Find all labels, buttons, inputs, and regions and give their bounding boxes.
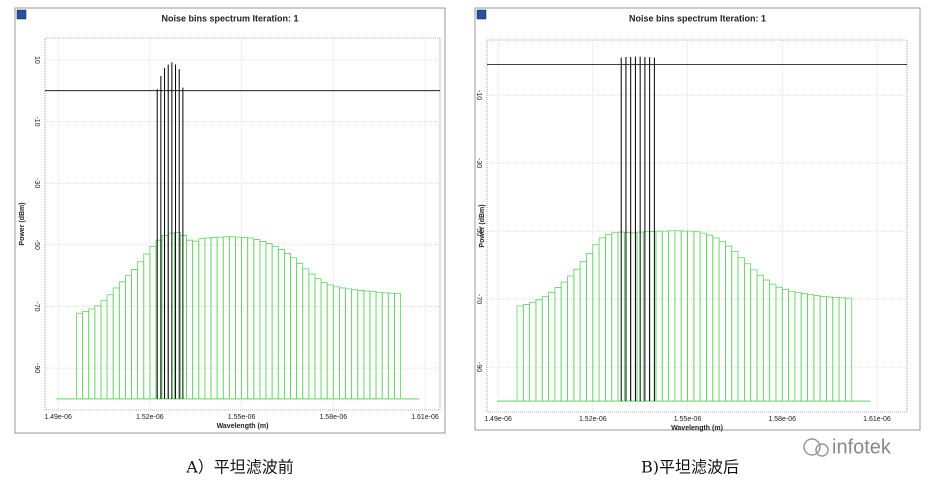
noise-bin <box>845 297 853 402</box>
x-tick-label: 1.58e-06 <box>319 414 347 421</box>
y-tick-label: -30 <box>475 158 482 168</box>
x-tick-label: 1.61e-06 <box>411 414 439 421</box>
noise-bin <box>394 293 401 399</box>
y-tick-label: -70 <box>33 301 40 311</box>
x-tick-label: 1.49e-06 <box>44 414 72 421</box>
x-tick-label: 1.61e-06 <box>863 416 891 423</box>
x-tick-label: 1.58e-06 <box>768 416 796 423</box>
window-icon <box>16 9 27 20</box>
x-tick-label: 1.49e-06 <box>484 416 512 423</box>
window-icon <box>476 9 487 20</box>
x-axis-label: Wavelength (m) <box>671 425 723 432</box>
x-tick-label: 1.52e-06 <box>579 416 607 423</box>
x-tick-label: 1.55e-06 <box>228 414 256 421</box>
x-tick-label: 1.55e-06 <box>674 416 702 423</box>
plot-area <box>486 39 908 413</box>
plot-area <box>44 37 441 411</box>
y-tick-label: -50 <box>33 240 40 250</box>
y-axis-label: Power (dBm) <box>19 202 26 245</box>
y-tick-label: 10 <box>33 56 40 64</box>
watermark-icon <box>803 438 829 457</box>
x-axis-label: Wavelength (m) <box>217 423 269 430</box>
chart-title: Noise bins spectrum Iteration: 1 <box>161 13 298 23</box>
y-tick-label: -90 <box>33 363 40 373</box>
chart-title: Noise bins spectrum Iteration: 1 <box>629 13 766 23</box>
y-tick-label: -10 <box>475 90 482 100</box>
y-tick-label: -10 <box>33 116 40 126</box>
watermark: infotek <box>832 436 892 458</box>
y-tick-label: -50 <box>475 226 482 236</box>
caption: A）平坦滤波前 <box>185 458 294 477</box>
y-tick-label: -30 <box>33 178 40 188</box>
caption: B)平坦滤波后 <box>641 458 739 477</box>
y-tick-label: -90 <box>475 362 482 372</box>
y-axis-label: Power (dBm) <box>479 204 486 247</box>
x-tick-label: 1.52e-06 <box>136 414 164 421</box>
y-tick-label: -70 <box>475 294 482 304</box>
